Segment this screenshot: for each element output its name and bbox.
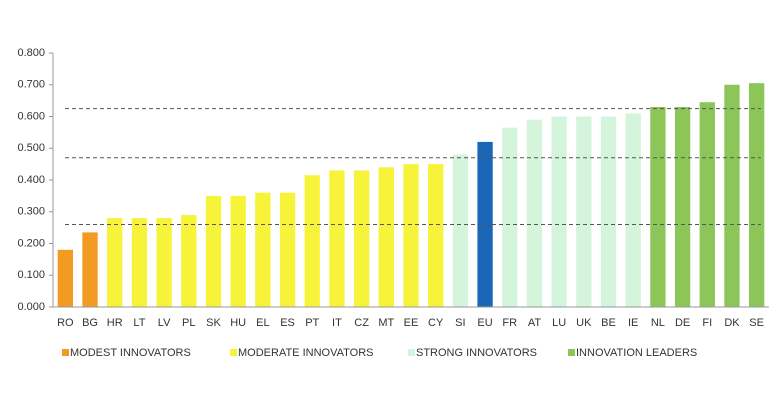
legend-label: INNOVATION LEADERS bbox=[576, 347, 697, 359]
y-tick-label: 0.000 bbox=[17, 301, 45, 313]
bar bbox=[526, 119, 543, 307]
x-tick-label: IE bbox=[628, 317, 638, 329]
x-tick-label: FR bbox=[502, 317, 517, 329]
x-tick-label: NL bbox=[651, 317, 665, 329]
x-tick-label: EU bbox=[477, 317, 492, 329]
bar bbox=[699, 102, 715, 308]
x-tick-label: SK bbox=[206, 317, 221, 329]
bar bbox=[279, 192, 296, 307]
bar bbox=[304, 175, 320, 307]
bar bbox=[749, 83, 765, 307]
legend-label: MODEST INNOVATORS bbox=[70, 347, 191, 359]
x-tick-label: UK bbox=[576, 317, 592, 329]
bar bbox=[329, 170, 345, 307]
bar bbox=[82, 232, 98, 307]
x-tick-label: CY bbox=[428, 317, 444, 329]
x-tick-label: RO bbox=[57, 317, 74, 329]
y-tick-label: 0.700 bbox=[17, 79, 45, 91]
x-tick-label: SE bbox=[749, 317, 764, 329]
bar bbox=[403, 164, 419, 307]
y-tick-label: 0.200 bbox=[17, 237, 45, 249]
x-tick-label: DE bbox=[675, 317, 690, 329]
bar bbox=[551, 116, 567, 307]
x-tick-label: EL bbox=[256, 317, 269, 329]
x-tick-label: MT bbox=[378, 317, 394, 329]
y-tick-label: 0.600 bbox=[17, 110, 45, 122]
bar bbox=[378, 167, 394, 307]
x-tick-label: SI bbox=[455, 317, 465, 329]
bar bbox=[353, 170, 370, 307]
x-tick-label: PL bbox=[182, 317, 195, 329]
y-tick-label: 0.300 bbox=[17, 206, 45, 218]
x-tick-label: CZ bbox=[354, 317, 369, 329]
legend-swatch bbox=[230, 349, 237, 356]
x-tick-label: DK bbox=[724, 317, 740, 329]
bar bbox=[107, 218, 123, 307]
y-tick-label: 0.800 bbox=[17, 47, 45, 59]
bar bbox=[205, 195, 222, 307]
bar bbox=[57, 249, 73, 307]
x-tick-label: LT bbox=[133, 317, 145, 329]
x-tick-label: AT bbox=[528, 317, 542, 329]
x-tick-label: ES bbox=[280, 317, 295, 329]
legend-label: STRONG INNOVATORS bbox=[416, 347, 537, 359]
bar bbox=[650, 106, 666, 307]
legend-swatch bbox=[408, 349, 415, 356]
bar bbox=[452, 154, 469, 307]
y-tick-label: 0.100 bbox=[17, 269, 45, 281]
x-tick-label: PT bbox=[305, 317, 319, 329]
x-tick-label: LV bbox=[158, 317, 171, 329]
x-tick-label: LU bbox=[552, 317, 566, 329]
bar bbox=[428, 164, 444, 307]
bar bbox=[156, 218, 172, 307]
bar bbox=[625, 113, 641, 307]
x-tick-label: HU bbox=[230, 317, 246, 329]
bar bbox=[181, 214, 197, 307]
bar bbox=[255, 192, 271, 307]
x-tick-label: IT bbox=[332, 317, 342, 329]
bar bbox=[230, 195, 246, 307]
bar bbox=[674, 106, 691, 307]
y-tick-label: 0.500 bbox=[17, 142, 45, 154]
x-tick-label: BE bbox=[601, 317, 616, 329]
bar bbox=[131, 218, 148, 307]
legend-swatch bbox=[568, 349, 575, 356]
x-tick-label: EE bbox=[404, 317, 419, 329]
bar bbox=[502, 127, 518, 307]
x-tick-label: FI bbox=[702, 317, 712, 329]
legend-label: MODERATE INNOVATORS bbox=[238, 347, 373, 359]
x-tick-label: HR bbox=[107, 317, 123, 329]
x-tick-label: BG bbox=[82, 317, 98, 329]
y-tick-label: 0.400 bbox=[17, 174, 45, 186]
bar bbox=[576, 116, 592, 307]
legend-swatch bbox=[62, 349, 69, 356]
bar bbox=[724, 84, 740, 307]
bar bbox=[600, 116, 617, 307]
